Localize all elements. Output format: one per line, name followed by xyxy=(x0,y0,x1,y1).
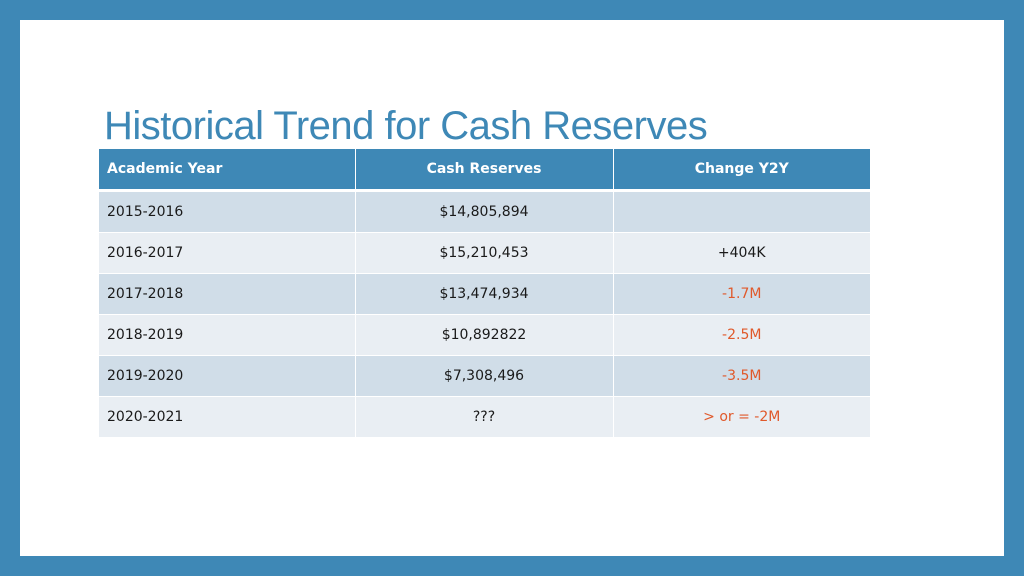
slide: Historical Trend for Cash Reserves Acade… xyxy=(20,20,1004,556)
cash-reserves-table: Academic Year Cash Reserves Change Y2Y 2… xyxy=(99,149,870,438)
reserves-cell: $10,892822 xyxy=(355,314,614,356)
change-cell: -2.5M xyxy=(613,314,870,356)
table-row: 2020-2021 ??? > or = -2M xyxy=(99,396,870,438)
year-cell: 2020-2021 xyxy=(99,396,356,438)
year-cell: 2015-2016 xyxy=(99,190,356,233)
slide-title: Historical Trend for Cash Reserves xyxy=(104,104,708,148)
column-header-change-y2y: Change Y2Y xyxy=(613,149,870,192)
change-cell xyxy=(613,190,870,233)
reserves-cell: $13,474,934 xyxy=(355,273,614,315)
reserves-cell: $15,210,453 xyxy=(355,232,614,274)
year-cell: 2016-2017 xyxy=(99,232,356,274)
change-cell: +404K xyxy=(613,232,870,274)
reserves-cell: ??? xyxy=(355,396,614,438)
table-header-row: Academic Year Cash Reserves Change Y2Y xyxy=(99,149,870,192)
table-row: 2015-2016 $14,805,894 xyxy=(99,190,870,233)
change-cell: > or = -2M xyxy=(613,396,870,438)
table-row: 2018-2019 $10,892822 -2.5M xyxy=(99,314,870,356)
column-header-cash-reserves: Cash Reserves xyxy=(355,149,614,192)
table-row: 2019-2020 $7,308,496 -3.5M xyxy=(99,355,870,397)
year-cell: 2018-2019 xyxy=(99,314,356,356)
year-cell: 2017-2018 xyxy=(99,273,356,315)
change-cell: -1.7M xyxy=(613,273,870,315)
reserves-cell: $7,308,496 xyxy=(355,355,614,397)
column-header-academic-year: Academic Year xyxy=(99,149,356,192)
year-cell: 2019-2020 xyxy=(99,355,356,397)
change-cell: -3.5M xyxy=(613,355,870,397)
table-row: 2016-2017 $15,210,453 +404K xyxy=(99,232,870,274)
reserves-cell: $14,805,894 xyxy=(355,190,614,233)
table-row: 2017-2018 $13,474,934 -1.7M xyxy=(99,273,870,315)
